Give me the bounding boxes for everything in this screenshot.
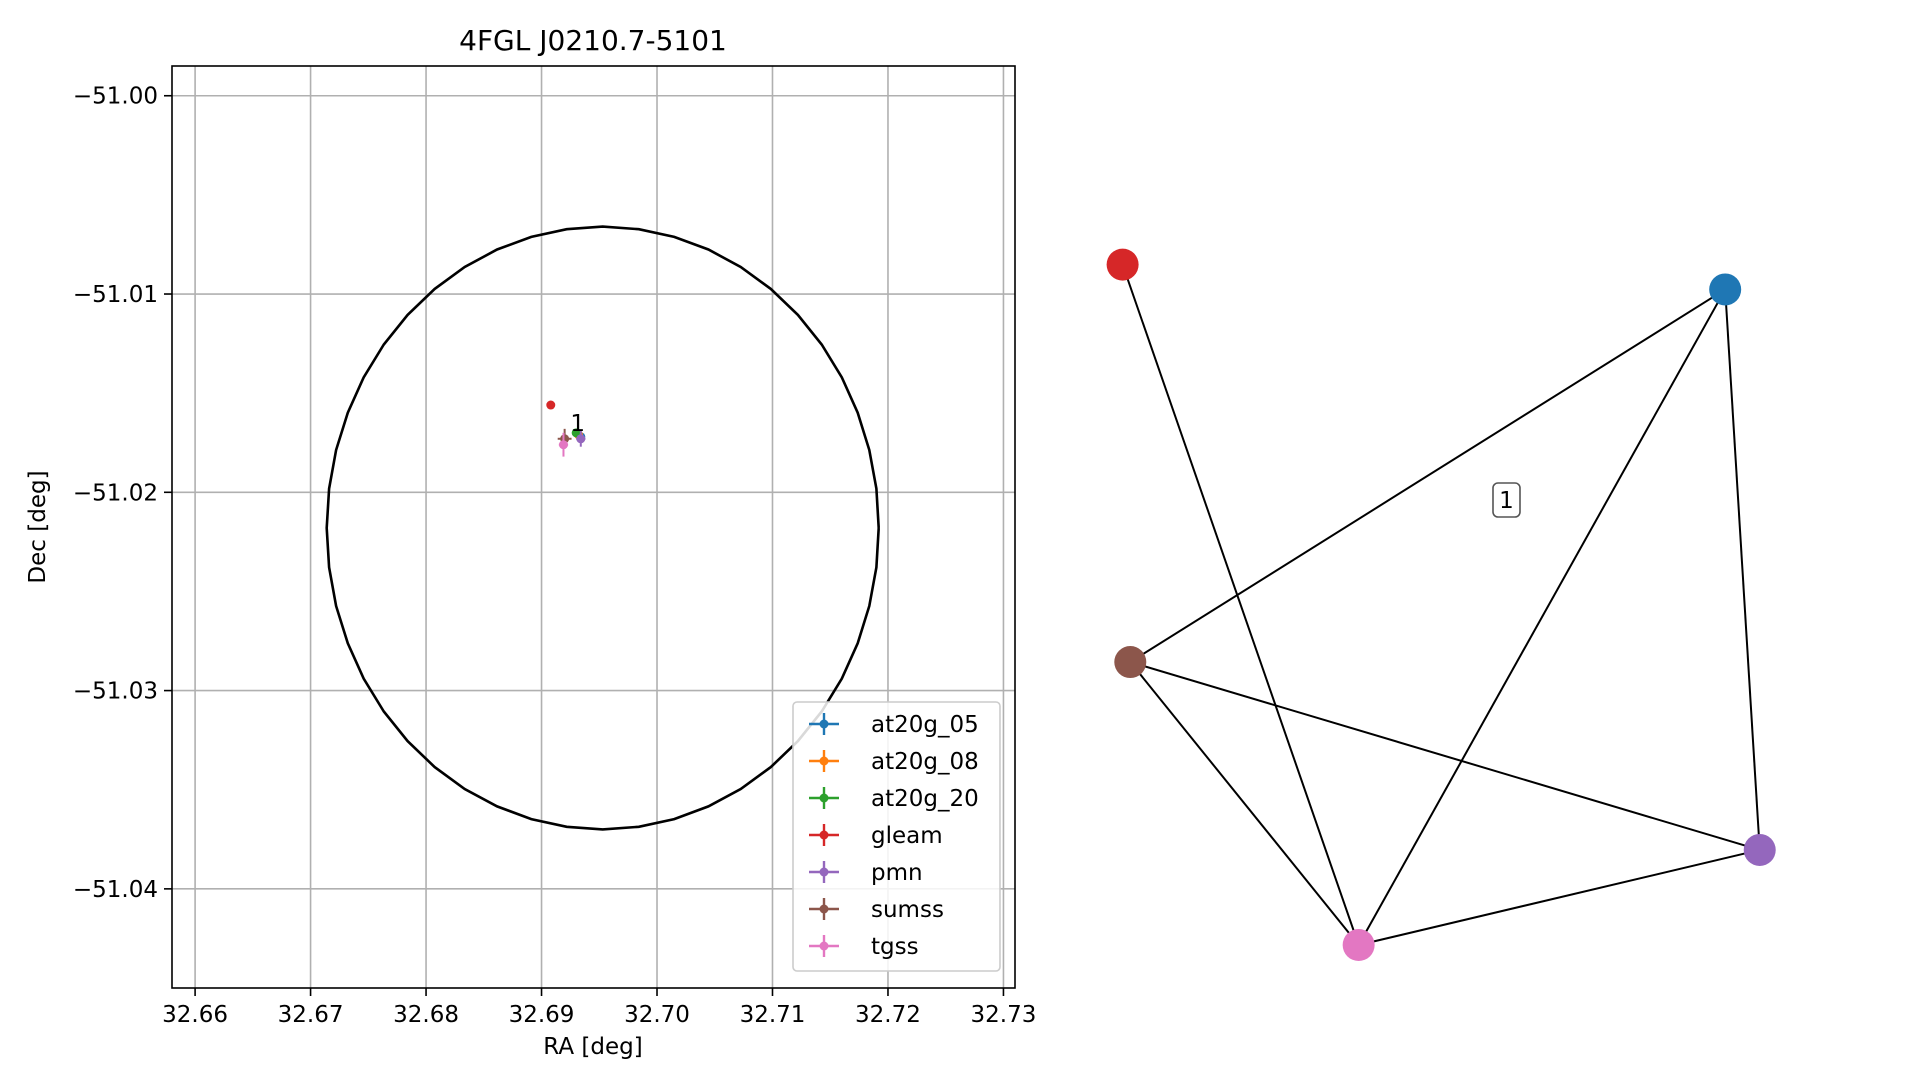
x-ticks: 32.66 32.67 32.68 32.69 32.70 32.71 32.72 32.73 — [162, 988, 1036, 1028]
legend-label: at20g_08 — [871, 749, 979, 775]
legend-item-at20g_20: at20g_20 — [809, 786, 979, 812]
edge-at20g-pmn — [1724, 289, 1761, 851]
node-at20g — [1709, 273, 1742, 306]
legend-label: at20g_20 — [871, 786, 979, 812]
edge-gleam-tgss — [1121, 264, 1360, 946]
legend-label: sumss — [871, 897, 944, 923]
marker-pmn — [576, 434, 586, 444]
node-tgss — [1342, 929, 1375, 961]
x-axis-label: RA [deg] — [543, 1034, 642, 1060]
legend-label: tgss — [871, 934, 919, 960]
plot-frame — [171, 65, 1016, 989]
x-tick-label: 32.68 — [393, 1002, 459, 1028]
marker-tgss — [558, 440, 568, 450]
node-sumss — [1114, 646, 1147, 679]
legend-marker — [819, 830, 829, 840]
edge-pmn-tgss — [1358, 848, 1760, 946]
y-tick-label: −51.02 — [73, 480, 158, 506]
x-tick-label: 32.73 — [971, 1002, 1037, 1028]
legend-frame — [792, 701, 1001, 972]
point-gleam — [546, 400, 556, 410]
legend-marker — [819, 867, 829, 877]
network-label-box: 1 — [1492, 482, 1521, 518]
legend-label: gleam — [871, 823, 943, 849]
legend-marker — [819, 941, 829, 951]
edge-sumss-tgss — [1129, 661, 1360, 946]
legend-item-tgss: tgss — [809, 934, 919, 960]
localization-ellipse — [325, 225, 880, 831]
y-tick-label: −51.01 — [73, 282, 158, 308]
legend-item-pmn: pmn — [809, 860, 923, 886]
edges-group — [1121, 264, 1761, 946]
y-tick-label: −51.04 — [73, 877, 158, 903]
x-tick-label: 32.66 — [162, 1002, 228, 1028]
legend-item-sumss: sumss — [809, 897, 944, 923]
annotation-group: 1 — [570, 411, 585, 437]
point-pmn — [576, 430, 586, 447]
legend-marker — [819, 719, 829, 729]
points-group — [546, 400, 586, 457]
legend-label: pmn — [871, 860, 923, 886]
y-tick-label: −51.00 — [73, 84, 158, 110]
x-tick-label: 32.67 — [278, 1002, 344, 1028]
marker-gleam — [546, 400, 556, 410]
legend-label: at20g_05 — [871, 712, 979, 738]
x-tick-label: 32.71 — [740, 1002, 806, 1028]
network-label: 1 — [1499, 488, 1514, 514]
chart-title: 4FGL J0210.7-5101 — [459, 24, 727, 57]
legend-item-at20g_05: at20g_05 — [809, 712, 979, 738]
edge-sumss-pmn — [1130, 661, 1761, 851]
x-tick-label: 32.72 — [855, 1002, 921, 1028]
y-tick-label: −51.03 — [73, 679, 158, 705]
edge-sumss-at20g — [1129, 288, 1726, 663]
x-tick-label: 32.69 — [509, 1002, 575, 1028]
legend-marker — [819, 756, 829, 766]
nodes-group — [1106, 248, 1776, 961]
scatter-chart: 4FGL J0210.7-5101 1 32.66 32.67 32.68 32.69… — [25, 24, 1036, 1060]
y-axis-label: Dec [deg] — [25, 470, 51, 583]
y-ticks: −51.00 −51.01 −51.02 −51.03 −51.04 — [73, 84, 172, 903]
legend-item-gleam: gleam — [809, 823, 943, 849]
localization-ellipse-group — [325, 225, 880, 831]
annotation-label: 1 — [570, 411, 585, 437]
node-gleam — [1106, 248, 1139, 281]
legend-marker — [819, 793, 829, 803]
edge-at20g-tgss — [1357, 288, 1727, 946]
network-graph: 1 — [1106, 248, 1776, 961]
legend-item-at20g_08: at20g_08 — [809, 749, 979, 775]
x-tick-label: 32.70 — [624, 1002, 690, 1028]
legend-marker — [819, 904, 829, 914]
point-tgss — [558, 432, 569, 457]
node-pmn — [1743, 833, 1776, 866]
